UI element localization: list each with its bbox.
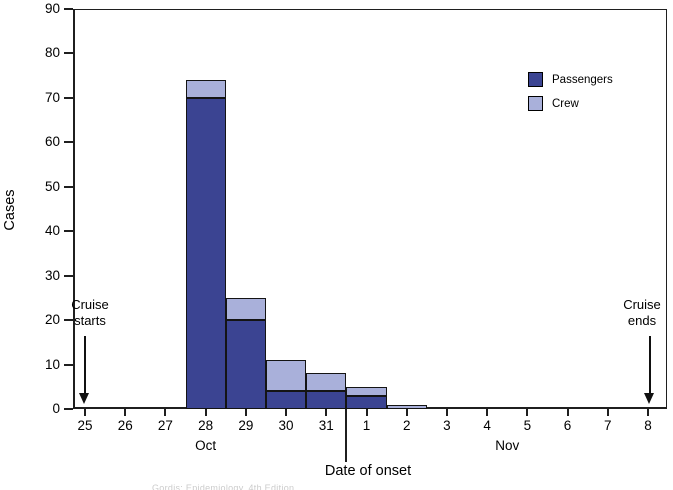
y-tick-label: 60 <box>44 134 60 150</box>
x-tick <box>84 409 86 416</box>
x-axis-title: Date of onset <box>324 463 412 479</box>
y-axis-title: Cases <box>2 189 18 231</box>
y-tick <box>64 8 73 10</box>
x-tick-label: 25 <box>77 418 93 433</box>
y-tick <box>64 230 73 233</box>
x-tick-label: 6 <box>563 418 572 433</box>
legend-item-passengers: Passengers <box>528 72 613 87</box>
x-tick-label: 4 <box>483 418 491 433</box>
y-tick-label: 70 <box>44 89 60 105</box>
x-tick-label: 3 <box>443 418 451 433</box>
x-tick-label: 31 <box>318 418 334 433</box>
cruise-ends-annotation: Cruise ends <box>623 297 661 328</box>
y-tick-label: 30 <box>44 267 60 283</box>
y-tick-label: 0 <box>52 401 60 416</box>
bar-crew <box>185 80 226 98</box>
bar-crew <box>265 360 307 392</box>
bar-crew <box>306 373 347 392</box>
bar-crew <box>346 386 387 396</box>
x-tick <box>204 409 207 416</box>
x-tick <box>526 409 529 416</box>
bar-passengers <box>265 391 307 409</box>
y-tick <box>64 274 73 277</box>
x-tick <box>606 409 609 416</box>
legend-label-crew: Crew <box>552 97 579 110</box>
x-tick <box>325 409 328 416</box>
y-tick-label: 20 <box>44 312 60 328</box>
passengers-swatch-icon <box>528 72 543 87</box>
cruise-starts-arrow <box>84 336 86 394</box>
x-tick <box>285 409 288 416</box>
y-tick-label: 90 <box>44 1 60 16</box>
y-tick <box>64 185 73 188</box>
y-tick-label: 40 <box>44 223 60 239</box>
cruise-starts-arrowhead-icon <box>79 393 89 404</box>
x-tick-label: 5 <box>523 418 532 433</box>
x-tick <box>244 409 247 416</box>
month-separator-line <box>345 409 348 462</box>
x-tick-label: 26 <box>117 418 133 433</box>
y-tick <box>64 408 73 410</box>
y-tick-label: 50 <box>44 178 60 194</box>
x-tick <box>164 409 167 416</box>
bar-passengers <box>346 395 387 409</box>
y-tick <box>64 52 73 55</box>
y-tick <box>64 141 73 144</box>
x-tick-label: 28 <box>198 418 214 433</box>
bar-passengers <box>225 320 266 409</box>
plot-area <box>73 9 667 409</box>
crew-swatch-icon <box>528 96 543 111</box>
x-tick-label: 27 <box>157 418 173 433</box>
x-tick-label: 2 <box>402 418 411 433</box>
y-tick-label: 80 <box>44 45 60 61</box>
y-tick-label: 10 <box>44 356 60 372</box>
x-tick-label: 8 <box>644 418 652 433</box>
legend-item-crew: Crew <box>528 96 613 111</box>
bar-crew <box>225 297 266 321</box>
x-tick <box>365 409 368 416</box>
y-tick <box>64 96 73 99</box>
x-tick-label: 1 <box>362 418 371 433</box>
legend-label-passengers: Passengers <box>552 73 613 86</box>
bar-passengers <box>185 97 226 409</box>
y-tick <box>64 319 73 322</box>
x-tick <box>405 409 408 416</box>
x-tick-label: 29 <box>238 418 254 433</box>
cruise-ends-arrowhead-icon <box>644 393 654 404</box>
x-tick <box>445 409 448 416</box>
bar-crew <box>386 404 427 409</box>
y-tick <box>64 363 73 366</box>
cruise-starts-annotation: Cruise starts <box>71 297 109 328</box>
x-tick <box>647 409 649 416</box>
source-note: Gordis: Epidemiology, 4th Edition. <box>152 483 298 490</box>
month-label-nov: Nov <box>495 438 520 453</box>
x-tick-label: 7 <box>604 418 612 433</box>
legend: Passengers Crew <box>528 72 613 120</box>
bar-passengers <box>306 391 347 409</box>
x-tick <box>486 409 489 416</box>
x-tick <box>566 409 569 416</box>
x-tick-label: 30 <box>278 418 294 433</box>
cruise-ends-arrow <box>649 336 651 394</box>
month-label-oct: Oct <box>195 438 217 453</box>
x-tick <box>124 409 127 416</box>
